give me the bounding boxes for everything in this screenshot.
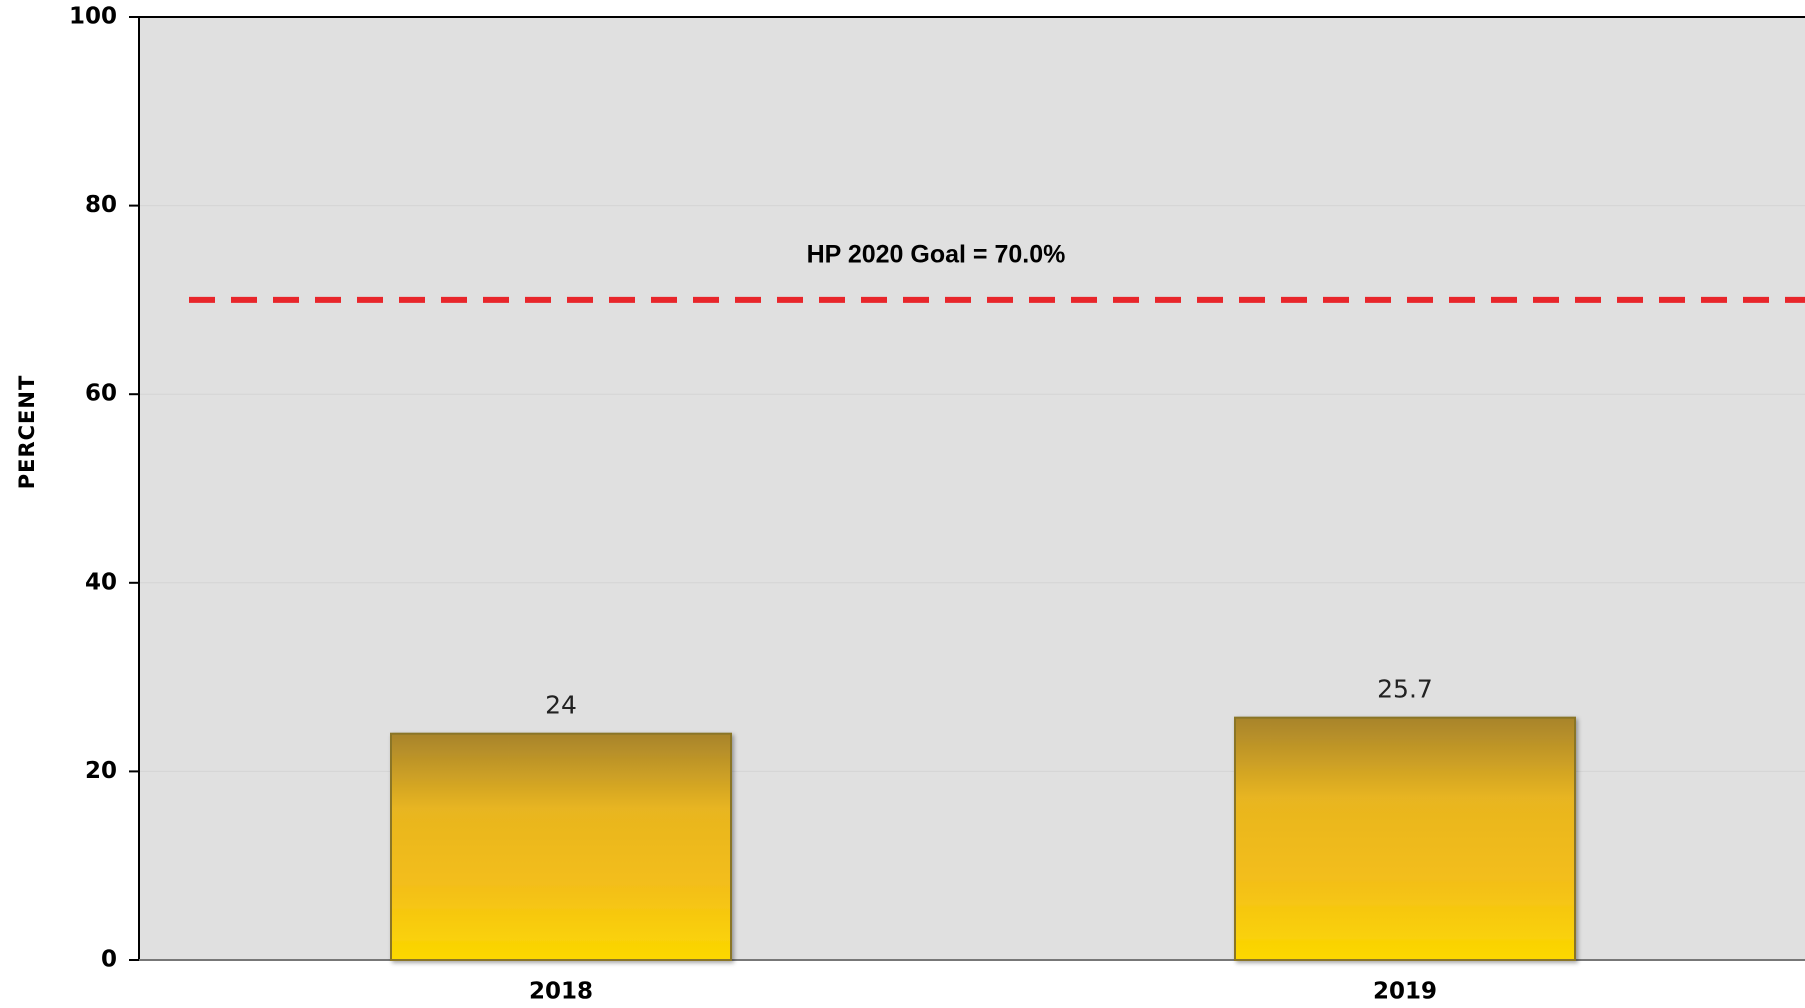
y-tick-label: 80 [85, 192, 117, 218]
y-tick-label: 100 [69, 4, 117, 30]
y-axis-label: PERCENT [15, 375, 39, 490]
y-tick-label: 60 [85, 381, 117, 407]
bar [1234, 716, 1576, 961]
y-tick-label: 40 [85, 569, 117, 595]
x-tick-label: 2019 [1373, 979, 1437, 1005]
value-label: 25.7 [1377, 675, 1433, 704]
goal-label: HP 2020 Goal = 70.0% [807, 241, 1066, 269]
y-tick-label: 0 [101, 947, 117, 973]
bar [390, 732, 732, 961]
x-tick-label: 2018 [529, 979, 593, 1005]
value-label: 24 [545, 691, 577, 720]
y-tick-label: 20 [85, 758, 117, 784]
